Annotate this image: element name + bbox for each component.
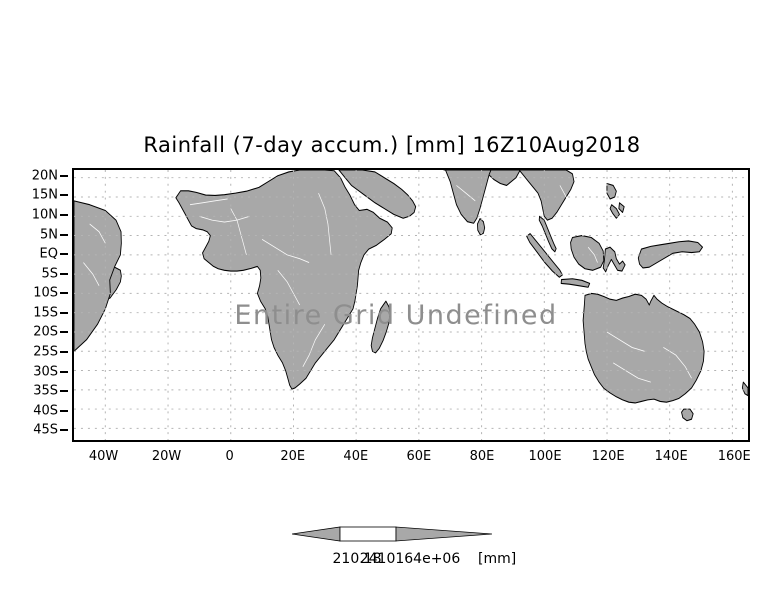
- x-tick-label: 40W: [88, 449, 119, 464]
- x-axis: 40W 20W 0 20E 40E 60E 80E 100E 120E 140E 160E: [72, 446, 751, 472]
- borneo: [570, 235, 605, 271]
- colorbar-labels: 210.18 2410164e+06 [mm]: [0, 552, 784, 572]
- y-tick-mark: [60, 253, 68, 256]
- y-tick-label: 10N: [31, 207, 58, 223]
- arabian-peninsula: [338, 170, 417, 219]
- malay-peninsula: [538, 215, 557, 253]
- y-tick-label: 15S: [33, 305, 58, 321]
- x-tick-label: 140E: [654, 449, 688, 464]
- y-tick-mark: [60, 174, 68, 177]
- y-tick-mark: [60, 213, 68, 216]
- y-tick-label: 20N: [31, 168, 58, 184]
- y-tick-label: 30S: [33, 364, 58, 380]
- colorbar-label-high: 2410164e+06: [359, 551, 461, 567]
- y-tick-mark: [60, 233, 68, 236]
- y-tick-label: 35S: [33, 383, 58, 399]
- map-plot-area[interactable]: Entire Grid Undefined: [72, 168, 750, 442]
- landmasses: [74, 170, 748, 422]
- colorbar-label-low: 210.18: [332, 551, 382, 567]
- colorbar-lens: [292, 526, 492, 542]
- africa: [175, 170, 393, 390]
- y-tick-label: 10S: [33, 285, 58, 301]
- india-peninsula: [445, 170, 492, 224]
- x-tick-label: 100E: [528, 449, 562, 464]
- tasmania: [681, 408, 694, 422]
- y-tick-label: EQ: [39, 246, 58, 262]
- sulawesi: [602, 246, 626, 273]
- australia: [582, 292, 705, 404]
- y-tick-label: 15N: [31, 187, 58, 203]
- y-axis: 20N 15N 10N 5N EQ 5S 10S 15S 20S 25S 30S 35S 40S 45S: [0, 168, 68, 442]
- sri-lanka: [477, 218, 486, 236]
- x-tick-label: 20E: [280, 449, 306, 464]
- y-tick-label: 40S: [33, 403, 58, 419]
- y-tick-mark: [60, 390, 68, 393]
- sumatra: [526, 233, 563, 278]
- x-tick-label: 160E: [717, 449, 751, 464]
- y-tick-mark: [60, 350, 68, 353]
- y-tick-mark: [60, 292, 68, 295]
- colorbar-left-wing: [292, 526, 341, 542]
- brazil-body: [74, 200, 122, 352]
- y-tick-mark: [60, 409, 68, 412]
- y-tick-mark: [60, 331, 68, 334]
- y-tick-label: 5N: [40, 227, 58, 243]
- x-tick-label: 120E: [591, 449, 625, 464]
- new-guinea: [637, 240, 703, 269]
- page-title: Rainfall (7-day accum.) [mm] 16Z10Aug201…: [143, 133, 641, 157]
- y-tick-mark: [60, 194, 68, 197]
- nz-north: [741, 381, 748, 397]
- y-tick-label: 45S: [33, 422, 58, 438]
- java: [560, 278, 591, 288]
- x-tick-label: 80E: [469, 449, 495, 464]
- x-tick-label: 0: [225, 449, 234, 464]
- colorbar-right-wing: [395, 526, 492, 542]
- indochina: [518, 170, 575, 221]
- colorbar[interactable]: 210.18 2410164e+06 [mm]: [0, 512, 784, 574]
- madagascar: [370, 300, 391, 354]
- world-map: [74, 170, 748, 422]
- y-tick-mark: [60, 429, 68, 432]
- x-tick-label: 20W: [151, 449, 182, 464]
- y-tick-mark: [60, 311, 68, 314]
- x-tick-label: 60E: [406, 449, 432, 464]
- colorbar-unit-label: [mm]: [478, 551, 517, 567]
- y-tick-label: 25S: [33, 344, 58, 360]
- y-tick-label: 5S: [41, 266, 58, 282]
- x-tick-label: 40E: [343, 449, 369, 464]
- philippines: [606, 182, 625, 219]
- y-tick-mark: [60, 272, 68, 275]
- y-tick-mark: [60, 370, 68, 373]
- y-tick-label: 20S: [33, 324, 58, 340]
- colorbar-center: [339, 526, 397, 542]
